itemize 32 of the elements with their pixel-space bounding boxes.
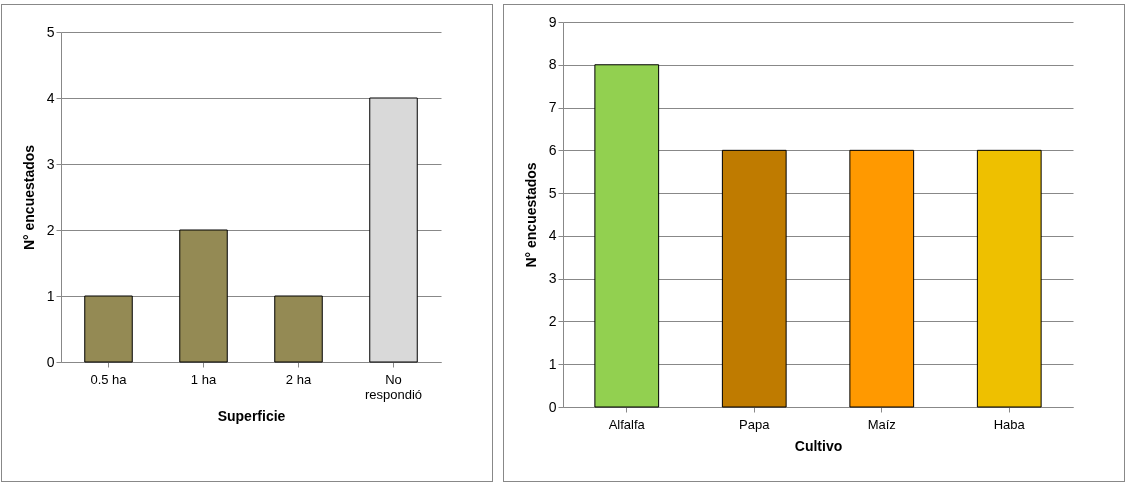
y-tick-label: 0 (548, 398, 557, 415)
y-tick-label: 1 (46, 287, 55, 304)
y-tick-label: 3 (548, 270, 557, 287)
x-tick-label: Papa (739, 416, 771, 432)
y-tick-label: 5 (548, 184, 557, 201)
x-tick-label: Haba (993, 416, 1026, 432)
y-tick-label: 4 (46, 89, 55, 106)
x-axis-title: Superficie (217, 407, 286, 424)
y-tick-label: 1 (548, 355, 557, 372)
y-tick-label: 7 (548, 99, 557, 116)
x-tick-label: Maíz (867, 416, 896, 432)
bar (179, 229, 228, 363)
y-tick-label: 8 (548, 56, 557, 73)
y-tick-label: 3 (46, 155, 55, 172)
bar (369, 97, 418, 363)
x-axis-title: Cultivo (794, 437, 843, 454)
x-tick-label: 1 ha (190, 371, 217, 387)
bar (84, 295, 133, 363)
y-tick-label: 9 (548, 13, 557, 30)
x-tick-label: 2 ha (285, 371, 312, 387)
x-tick-label: No respondió (364, 371, 423, 402)
x-tick-label: 0.5 ha (90, 371, 128, 387)
bar (274, 295, 323, 363)
y-axis-title: N° encuestados (522, 162, 539, 268)
x-tick-label: Alfalfa (608, 416, 646, 432)
y-axis-title: N° encuestados (20, 144, 37, 251)
y-tick-label: 4 (548, 227, 557, 244)
y-tick-label: 5 (46, 23, 55, 40)
y-tick-label: 2 (46, 221, 55, 238)
y-tick-label: 2 (548, 312, 557, 329)
y-tick-label: 0 (46, 353, 55, 370)
y-tick-label: 6 (548, 141, 557, 158)
